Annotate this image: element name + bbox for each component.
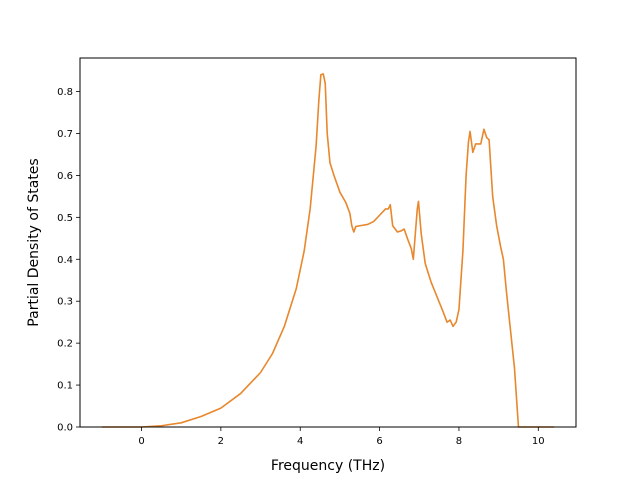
x-tick-label: 4 <box>297 436 303 447</box>
y-tick-label: 0.6 <box>57 171 73 182</box>
x-tick-label: 6 <box>376 436 382 447</box>
y-tick-label: 0.5 <box>57 213 73 224</box>
x-tick-label: 8 <box>456 436 462 447</box>
y-tick-label: 0.3 <box>57 297 73 308</box>
y-axis-label: Partial Density of States <box>26 158 42 326</box>
y-tick-label: 0.2 <box>57 339 73 350</box>
x-tick-label: 2 <box>218 436 224 447</box>
series-line <box>101 73 555 428</box>
x-tick-label: 0 <box>138 436 144 447</box>
plot-area <box>101 73 555 428</box>
x-axis-label: Frequency (THz) <box>271 458 385 474</box>
y-tick-label: 0.0 <box>57 423 73 434</box>
axis-ticks: 0 2 4 6 8 10 0.0 0.1 0.2 0.3 0.4 0.5 0.6 0.7 0.8 <box>57 87 545 447</box>
axes-frame <box>79 57 577 428</box>
y-tick-label: 0.7 <box>57 129 73 140</box>
x-tick-label: 10 <box>532 436 545 447</box>
y-tick-label: 0.8 <box>57 87 73 98</box>
y-tick-label: 0.4 <box>57 255 73 266</box>
y-tick-label: 0.1 <box>57 381 73 392</box>
